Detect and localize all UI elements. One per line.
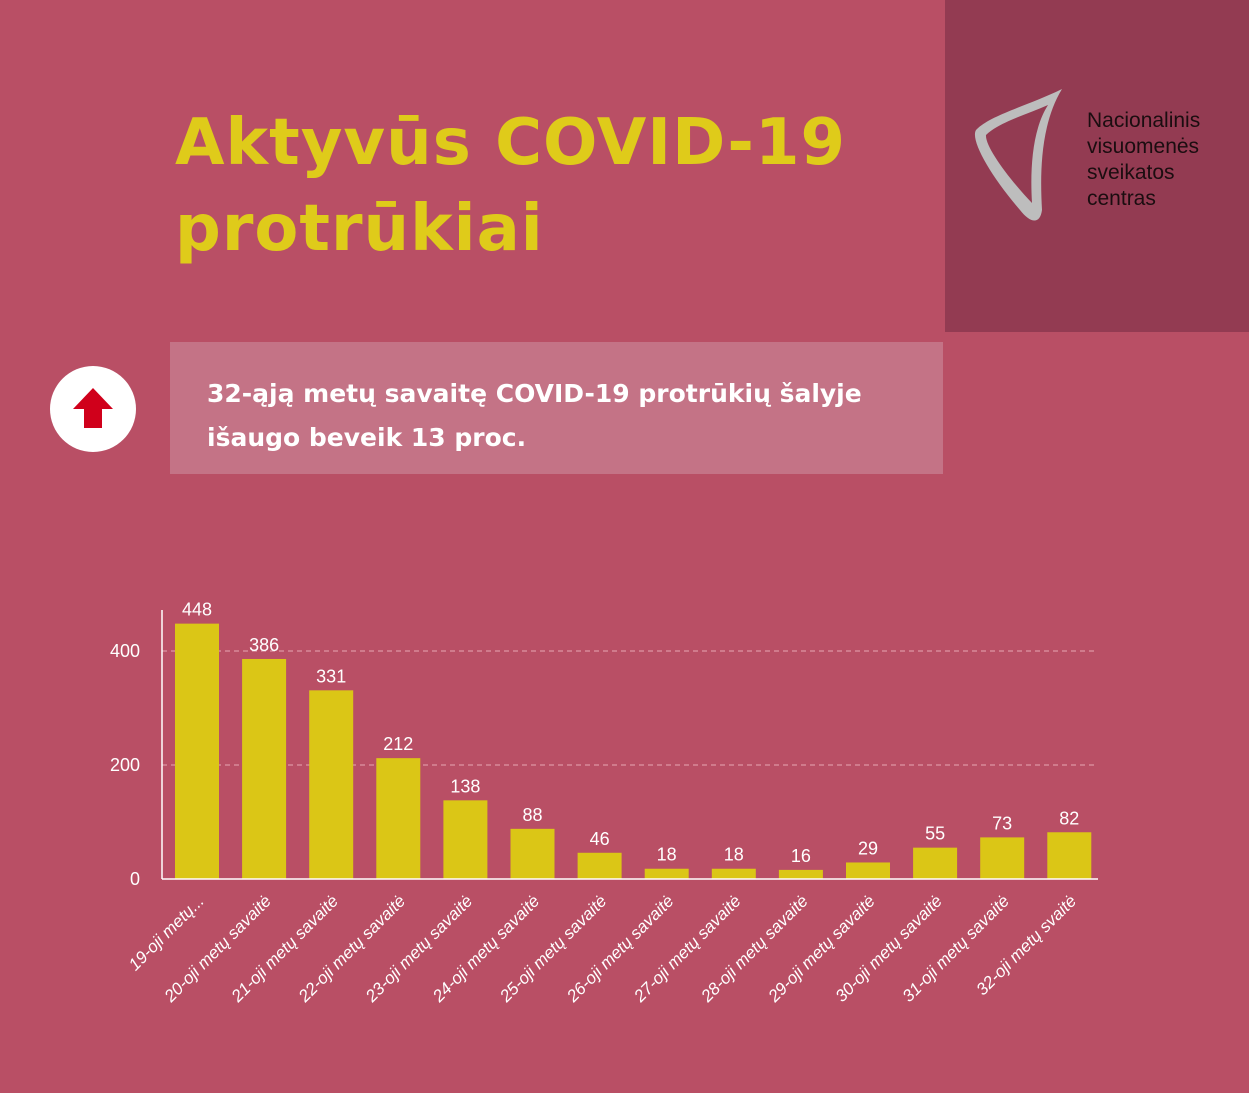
bar: [644, 868, 689, 879]
data-label: 82: [1059, 808, 1079, 828]
y-tick-label: 200: [110, 755, 140, 775]
bar: [175, 623, 219, 879]
page-title: Aktyvūs COVID-19 protrūkiai: [175, 100, 846, 272]
data-label: 16: [791, 846, 811, 866]
bar: [846, 862, 890, 879]
y-tick-label: 0: [130, 869, 140, 889]
trend-badge: [50, 366, 136, 452]
callout-line: 32-ąją metų savaitę COVID-19 protrūkių š…: [207, 379, 862, 408]
logo-line: visuomenės: [1087, 135, 1200, 158]
bar: [778, 869, 823, 879]
logo-text: Nacionalinis visuomenės sveikatos centra…: [1087, 108, 1200, 212]
logo-swoosh-icon: [974, 89, 1062, 221]
data-label: 73: [992, 813, 1012, 833]
bar: [443, 800, 488, 879]
bar: [510, 828, 555, 879]
logo-line: sveikatos: [1087, 161, 1175, 184]
bar: [376, 758, 421, 879]
bar: [577, 852, 622, 879]
callout-text: 32-ąją metų savaitę COVID-19 protrūkių š…: [207, 372, 862, 460]
bar: [711, 868, 756, 879]
bar: [980, 837, 1025, 879]
title-line-2: protrūkiai: [175, 192, 544, 266]
data-label: 138: [450, 776, 480, 796]
logo: Nacionalinis visuomenės sveikatos centra…: [945, 0, 1249, 332]
data-label: 18: [657, 845, 677, 865]
data-label: 212: [383, 734, 413, 754]
data-label: 448: [182, 600, 212, 620]
logo-line: centras: [1087, 187, 1156, 210]
callout-box: 32-ąją metų savaitę COVID-19 protrūkių š…: [170, 342, 943, 474]
bar: [1047, 832, 1092, 879]
bar: [913, 847, 958, 879]
callout-line: išaugo beveik 13 proc.: [207, 423, 527, 452]
data-label: 88: [522, 805, 542, 825]
bar: [242, 658, 287, 879]
data-label: 29: [858, 838, 878, 858]
y-tick-label: 400: [110, 641, 140, 661]
data-label: 386: [249, 635, 279, 655]
bar: [309, 690, 354, 879]
logo-line: Nacionalinis: [1087, 109, 1201, 132]
data-label: 46: [590, 829, 610, 849]
title-line-1: Aktyvūs COVID-19: [175, 106, 846, 180]
data-label: 18: [724, 845, 744, 865]
data-label: 55: [925, 824, 945, 844]
data-label: 331: [316, 666, 346, 686]
arrow-up-icon: [73, 388, 113, 428]
